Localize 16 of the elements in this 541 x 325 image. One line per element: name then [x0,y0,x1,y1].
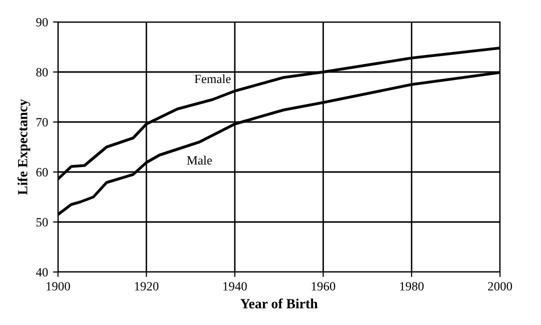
x-tick-label: 1940 [223,282,247,291]
y-tick-label: 40 [36,268,48,276]
y-tick-label: 50 [36,218,48,226]
x-tick-label: 1900 [46,282,70,291]
x-axis-title: Year of Birth [240,298,318,308]
series-label: Male [186,156,212,165]
y-axis-title: Life Expectancy [17,99,30,195]
y-tick-label: 70 [36,118,48,126]
x-tick-label: 1960 [312,282,336,291]
x-tick-label: 1920 [135,282,158,291]
y-tick-label: 90 [36,18,48,26]
y-tick-label: 60 [36,168,48,176]
series-label: Female [194,74,231,84]
x-tick-label: 2000 [488,282,512,291]
y-tick-label: 80 [36,68,48,76]
x-tick-label: 1980 [400,282,424,291]
